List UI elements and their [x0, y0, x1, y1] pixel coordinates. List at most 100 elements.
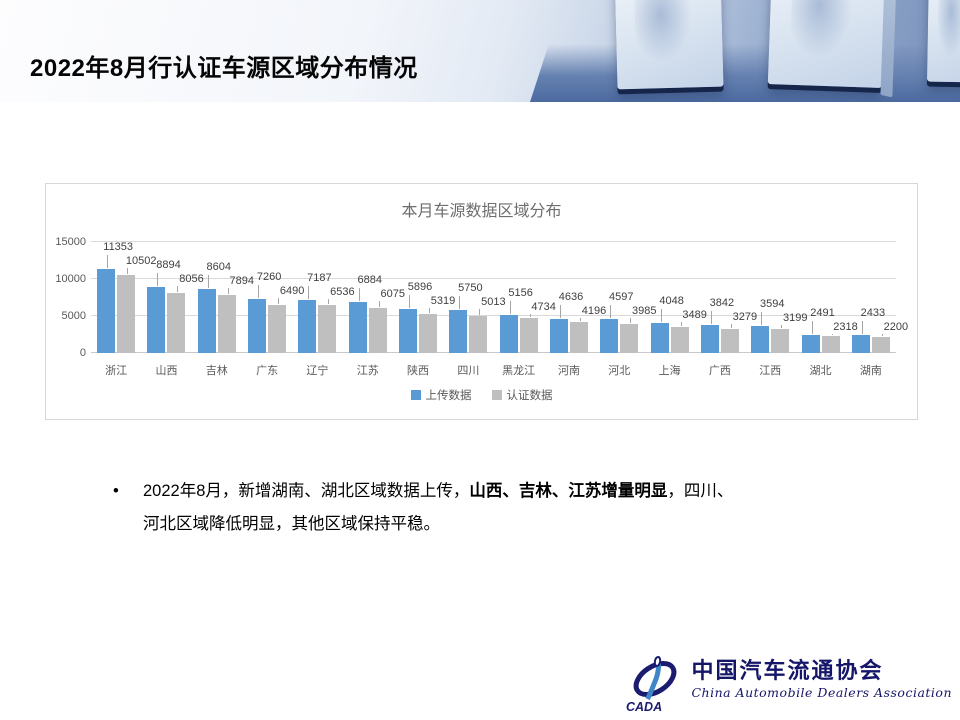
- bar-upload-浙江: [97, 269, 116, 353]
- bar-certified-湖南: [871, 337, 890, 353]
- leader-line: [660, 309, 662, 322]
- bar-upload-广西: [700, 325, 719, 353]
- bar-certified-四川: [469, 316, 488, 353]
- leader-line: [730, 324, 732, 328]
- bar-certified-辽宁: [318, 305, 337, 353]
- y-tick-label: 5000: [61, 310, 86, 322]
- bar-upload-吉林: [197, 289, 216, 353]
- bar-upload-辽宁: [298, 300, 317, 353]
- data-label-certified: 4734: [531, 301, 556, 313]
- data-label-upload: 4048: [659, 295, 684, 307]
- leader-line: [579, 318, 581, 321]
- data-label-upload: 5896: [407, 281, 433, 293]
- leader-line: [127, 268, 129, 274]
- cada-logo: CADA 中国汽车流通协会 China Automobile Dealers A…: [625, 654, 952, 714]
- data-label-upload: 8894: [156, 259, 181, 271]
- chart-container: 本月车源数据区域分布 0 5000 10000 15000 11353 10502 浙江 8…: [45, 183, 918, 420]
- data-label-upload: 5156: [508, 287, 533, 299]
- leader-line: [378, 301, 380, 307]
- leader-line: [358, 288, 360, 301]
- data-label-certified: 2318: [833, 321, 858, 333]
- leader-line: [680, 322, 682, 326]
- bar-upload-河南: [549, 319, 568, 353]
- legend-label: 上传数据: [425, 390, 472, 402]
- bar-certified-湖北: [821, 336, 840, 353]
- bullet-marker: •: [113, 482, 119, 500]
- legend-swatch: [410, 390, 421, 400]
- x-axis-label-陕西: 陕西: [407, 365, 430, 377]
- data-label-upload: 6884: [357, 274, 382, 286]
- data-label-upload: 7187: [307, 272, 332, 284]
- leader-line: [207, 275, 209, 288]
- data-label-upload: 5750: [458, 282, 483, 294]
- data-label-certified: 4196: [581, 305, 607, 317]
- bullet-text: 2022年8月，新增湖南、湖北区域数据上传，山西、吉林、江苏增量明显，四川、 河北…: [143, 475, 733, 541]
- x-axis-label-上海: 上海: [658, 365, 681, 377]
- bar-upload-河北: [600, 319, 619, 353]
- x-axis-label-广东: 广东: [256, 365, 279, 377]
- logo-text: 中国汽车流通协会 China Automobile Dealers Associ…: [691, 654, 952, 702]
- leader-line: [710, 311, 712, 324]
- data-label-upload: 8604: [206, 261, 232, 273]
- header-floor-decoration: [530, 44, 960, 102]
- bullet-text-segment: 河北区域降低明显，其他区域保持平稳。: [143, 515, 440, 533]
- bar-upload-江西: [751, 326, 770, 353]
- legend-swatch: [491, 390, 502, 400]
- data-label-certified: 2200: [883, 321, 909, 333]
- data-label-upload: 11353: [103, 241, 134, 253]
- leader-line: [278, 298, 280, 304]
- data-label-upload: 7260: [256, 271, 282, 283]
- cube-decoration-1: [614, 0, 724, 90]
- bar-certified-江西: [771, 329, 790, 353]
- data-label-upload: 3842: [709, 297, 735, 309]
- x-axis-label-广西: 广西: [708, 365, 731, 377]
- leader-line: [258, 285, 260, 298]
- leader-line: [529, 314, 531, 317]
- cada-acronym: CADA: [626, 700, 662, 714]
- gridline-10000: [91, 278, 896, 279]
- x-axis-label-江苏: 江苏: [356, 365, 379, 377]
- legend-item-认证数据: 认证数据: [491, 387, 553, 403]
- data-label-upload: 2491: [810, 307, 835, 319]
- x-axis-label-山西: 山西: [155, 365, 178, 377]
- leader-line: [308, 286, 310, 299]
- bar-certified-黑龙江: [519, 318, 538, 353]
- leader-line: [881, 334, 883, 336]
- x-axis-label-湖北: 湖北: [809, 365, 832, 377]
- x-axis-label-四川: 四川: [457, 365, 480, 377]
- bullet-text-bold: 山西、吉林、江苏增量明显: [469, 482, 668, 500]
- gridline-5000: [91, 315, 896, 316]
- x-axis-label-浙江: 浙江: [105, 365, 128, 377]
- cube-decoration-2: [767, 0, 887, 88]
- leader-line: [559, 305, 561, 318]
- y-axis: 0 5000 10000 15000: [46, 204, 86, 359]
- x-axis-label-河南: 河南: [557, 365, 580, 377]
- gridline-0: [91, 352, 896, 353]
- bar-certified-河南: [569, 322, 588, 353]
- data-label-certified: 3279: [732, 311, 758, 323]
- bar-certified-江苏: [368, 308, 387, 353]
- bullet-text-segment: ，四川、: [667, 482, 734, 500]
- data-label-certified: 7894: [229, 275, 255, 287]
- y-tick-label: 10000: [55, 273, 86, 285]
- bar-upload-陕西: [399, 309, 418, 353]
- bar-certified-吉林: [217, 295, 236, 353]
- chart-legend: 上传数据 认证数据: [46, 387, 917, 403]
- bar-certified-广西: [720, 329, 739, 353]
- bar-upload-山西: [147, 287, 166, 353]
- x-axis-label-辽宁: 辽宁: [306, 365, 329, 377]
- leader-line: [761, 312, 763, 325]
- x-axis-label-河北: 河北: [608, 365, 631, 377]
- logo-english-name: China Automobile Dealers Association: [691, 685, 952, 700]
- data-label-upload: 4597: [609, 291, 634, 303]
- data-label-certified: 10502: [125, 255, 157, 267]
- data-label-upload: 2433: [860, 307, 886, 319]
- header-banner: 2022年8月行认证车源区域分布情况: [0, 0, 960, 102]
- bar-upload-江苏: [348, 302, 367, 353]
- plot-area: 11353 10502 浙江 8894 8056 山西 8604 7894 吉林 7260 6490…: [91, 204, 908, 377]
- bullet-text-block: • 2022年8月，新增湖南、湖北区域数据上传，山西、吉林、江苏增量明显，四川、…: [113, 475, 853, 541]
- bar-certified-河北: [620, 324, 639, 353]
- data-label-certified: 5013: [481, 296, 506, 308]
- leader-line: [409, 295, 411, 308]
